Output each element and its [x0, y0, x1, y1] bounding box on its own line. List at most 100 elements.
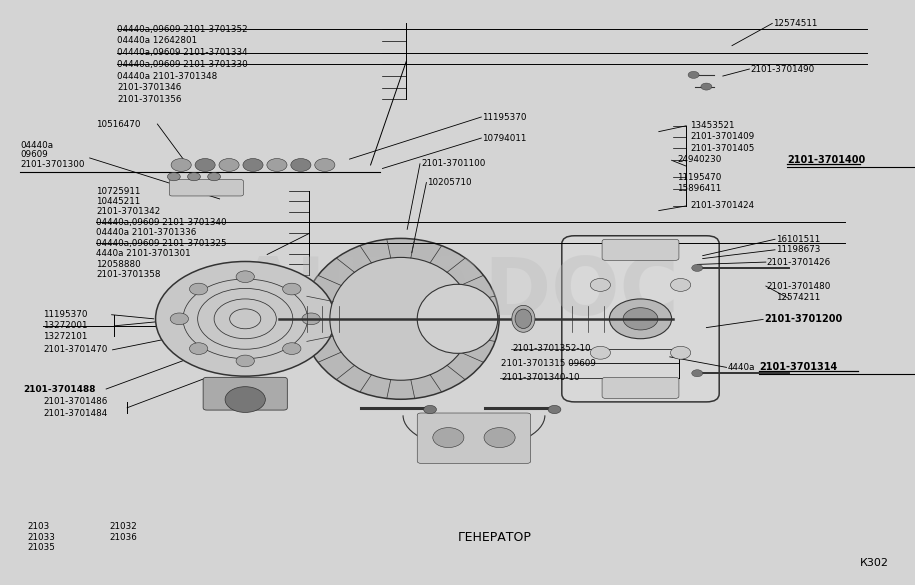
Circle shape — [590, 278, 610, 291]
Text: 11195370: 11195370 — [43, 310, 88, 319]
Text: 11195470: 11195470 — [677, 173, 721, 182]
Text: 2101-3701314: 2101-3701314 — [759, 362, 838, 373]
Circle shape — [692, 264, 703, 271]
Text: 04440а,09609 2101-3701352: 04440а,09609 2101-3701352 — [117, 25, 248, 34]
Text: 2101-3701405: 2101-3701405 — [690, 143, 754, 153]
Circle shape — [225, 387, 265, 412]
Text: 2101-3701426: 2101-3701426 — [767, 257, 831, 267]
FancyBboxPatch shape — [417, 413, 531, 463]
Text: 11195370: 11195370 — [482, 112, 527, 122]
FancyBboxPatch shape — [602, 377, 679, 398]
Circle shape — [283, 343, 301, 355]
Circle shape — [291, 159, 311, 171]
Text: 12574211: 12574211 — [776, 292, 820, 302]
Ellipse shape — [511, 305, 535, 332]
Text: 13272101: 13272101 — [43, 332, 87, 341]
Text: 2101-3701484: 2101-3701484 — [43, 408, 107, 418]
Ellipse shape — [302, 239, 500, 399]
Text: ГЕНЕРАТОР: ГЕНЕРАТОР — [458, 531, 532, 543]
Text: 2101-3701315 09609: 2101-3701315 09609 — [501, 359, 597, 369]
Text: 21035: 21035 — [27, 543, 55, 552]
Text: 2101-3701100: 2101-3701100 — [421, 159, 485, 168]
Text: 21033: 21033 — [27, 532, 55, 542]
Text: 10205710: 10205710 — [427, 178, 472, 187]
Circle shape — [623, 308, 658, 330]
Text: 2101-3701490: 2101-3701490 — [750, 64, 814, 74]
FancyBboxPatch shape — [169, 180, 243, 196]
Circle shape — [484, 428, 515, 448]
Circle shape — [590, 346, 610, 359]
Text: 10516470: 10516470 — [96, 119, 141, 129]
Circle shape — [208, 173, 221, 181]
Text: 13272001: 13272001 — [43, 321, 88, 331]
Text: 2101-3701409: 2101-3701409 — [690, 132, 754, 142]
Circle shape — [283, 283, 301, 295]
Text: 15896411: 15896411 — [677, 184, 721, 194]
Ellipse shape — [329, 257, 472, 380]
Circle shape — [171, 159, 191, 171]
Text: 24940230: 24940230 — [677, 155, 721, 164]
Circle shape — [167, 173, 180, 181]
Text: 2101-3701352-10: 2101-3701352-10 — [512, 344, 591, 353]
Text: 04440а 12642801: 04440а 12642801 — [117, 36, 198, 46]
Text: 4440а 2101-3701301: 4440а 2101-3701301 — [96, 249, 190, 259]
Text: 13453521: 13453521 — [690, 121, 735, 130]
Text: AUTODOC: AUTODOC — [236, 253, 679, 332]
Text: 04440а,09609 2101-3701330: 04440а,09609 2101-3701330 — [117, 60, 248, 69]
Text: 11198673: 11198673 — [776, 245, 820, 254]
Text: 2101-3701470: 2101-3701470 — [43, 345, 107, 355]
Text: 2101-3701486: 2101-3701486 — [43, 397, 107, 407]
FancyBboxPatch shape — [562, 236, 719, 402]
Text: 10725911: 10725911 — [96, 187, 140, 196]
Text: 2101-3701488: 2101-3701488 — [23, 384, 95, 394]
Circle shape — [671, 278, 691, 291]
Text: 2101-3701356: 2101-3701356 — [117, 95, 181, 104]
Circle shape — [424, 405, 436, 414]
Circle shape — [170, 313, 188, 325]
Text: 21036: 21036 — [110, 532, 137, 542]
Circle shape — [156, 261, 335, 376]
Circle shape — [195, 159, 215, 171]
Circle shape — [433, 428, 464, 448]
Circle shape — [267, 159, 287, 171]
Text: 04440а,09609 2101-3701340: 04440а,09609 2101-3701340 — [96, 218, 227, 227]
Text: 09609: 09609 — [20, 150, 48, 159]
Text: 2101-3701358: 2101-3701358 — [96, 270, 160, 280]
Text: 10445211: 10445211 — [96, 197, 140, 206]
Text: 2101-3701400: 2101-3701400 — [787, 155, 866, 166]
Circle shape — [548, 405, 561, 414]
Text: 04440а: 04440а — [20, 140, 53, 150]
Ellipse shape — [417, 284, 498, 353]
Circle shape — [236, 355, 254, 367]
Text: 04440а 2101-3701336: 04440а 2101-3701336 — [96, 228, 197, 238]
Text: 2101-3701346: 2101-3701346 — [117, 83, 181, 92]
Circle shape — [236, 271, 254, 283]
Text: 21032: 21032 — [110, 522, 137, 531]
Text: 16101511: 16101511 — [776, 235, 820, 244]
Text: К302: К302 — [860, 558, 889, 568]
Text: 12574511: 12574511 — [773, 19, 817, 28]
Text: 04440а,09609 2101-3701325: 04440а,09609 2101-3701325 — [96, 239, 227, 248]
Circle shape — [242, 159, 264, 171]
Circle shape — [219, 159, 239, 171]
Circle shape — [688, 71, 699, 78]
Circle shape — [189, 343, 208, 355]
FancyBboxPatch shape — [602, 239, 679, 260]
Circle shape — [302, 313, 320, 325]
Text: 12058880: 12058880 — [96, 260, 141, 269]
Circle shape — [188, 173, 200, 181]
Circle shape — [701, 83, 712, 90]
Circle shape — [671, 346, 691, 359]
Text: 10794011: 10794011 — [482, 133, 526, 143]
Text: 2101-3701200: 2101-3701200 — [764, 314, 843, 325]
Text: 2101-3701342: 2101-3701342 — [96, 207, 160, 216]
Circle shape — [315, 159, 335, 171]
Circle shape — [692, 370, 703, 377]
Text: 04440а,09609 2101-3701334: 04440а,09609 2101-3701334 — [117, 48, 248, 57]
Text: 4440а: 4440а — [727, 363, 755, 372]
FancyBboxPatch shape — [203, 377, 287, 410]
Circle shape — [189, 283, 208, 295]
Circle shape — [609, 299, 672, 339]
Ellipse shape — [515, 309, 532, 328]
Text: 2103: 2103 — [27, 522, 49, 531]
